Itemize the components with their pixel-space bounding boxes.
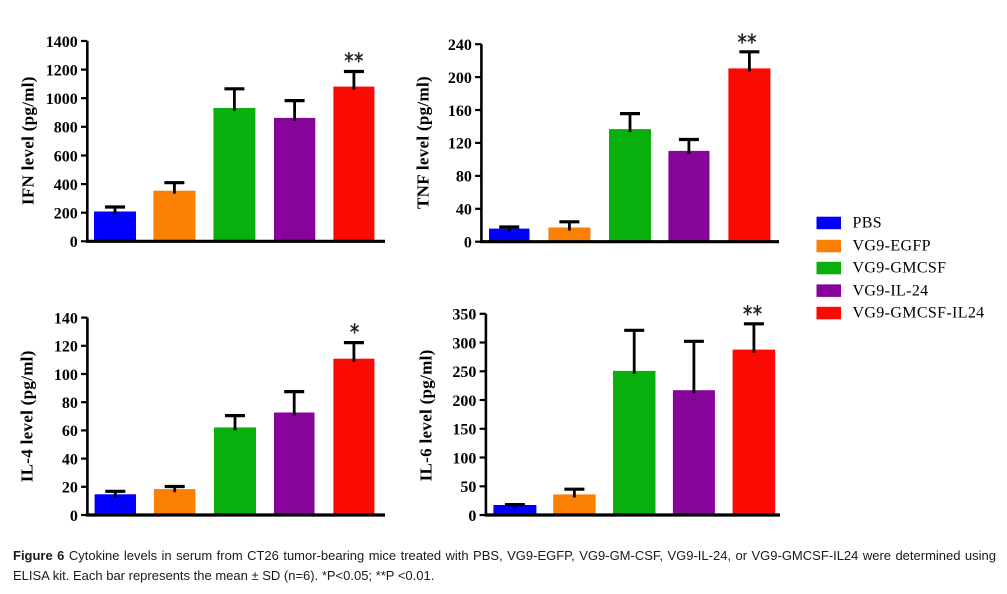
svg-text:0: 0 xyxy=(468,508,476,525)
svg-text:140: 140 xyxy=(54,310,78,327)
svg-text:VG9-IL-24: VG9-IL-24 xyxy=(853,282,929,299)
svg-text:40: 40 xyxy=(62,451,78,468)
svg-text:50: 50 xyxy=(460,479,476,496)
svg-text:150: 150 xyxy=(452,422,476,439)
svg-text:VG9-GMCSF-IL24: VG9-GMCSF-IL24 xyxy=(853,305,985,322)
svg-text:20: 20 xyxy=(62,480,78,497)
svg-text:160: 160 xyxy=(448,103,472,120)
svg-text:200: 200 xyxy=(448,70,472,87)
svg-text:120: 120 xyxy=(448,136,472,153)
svg-text:200: 200 xyxy=(54,205,78,222)
svg-text:120: 120 xyxy=(54,339,78,356)
svg-text:0: 0 xyxy=(70,508,78,525)
svg-text:1400: 1400 xyxy=(46,34,78,51)
svg-text:400: 400 xyxy=(54,177,78,194)
svg-text:600: 600 xyxy=(54,148,78,165)
svg-text:60: 60 xyxy=(62,423,78,440)
svg-text:240: 240 xyxy=(448,37,472,54)
svg-text:IFN level (pg/ml): IFN level (pg/ml) xyxy=(19,76,38,205)
svg-text:0: 0 xyxy=(464,234,472,251)
svg-text:VG9-GMCSF: VG9-GMCSF xyxy=(853,260,947,277)
svg-text:100: 100 xyxy=(452,450,476,467)
svg-text:100: 100 xyxy=(54,367,78,384)
svg-text:800: 800 xyxy=(54,120,78,137)
svg-text:IL-6 level (pg/ml): IL-6 level (pg/ml) xyxy=(416,349,435,481)
svg-text:VG9-EGFP: VG9-EGFP xyxy=(853,238,931,255)
svg-text:1200: 1200 xyxy=(46,62,78,79)
svg-text:IL-4 level (pg/ml): IL-4 level (pg/ml) xyxy=(18,350,37,482)
svg-text:40: 40 xyxy=(456,202,472,219)
svg-text:200: 200 xyxy=(452,393,476,410)
svg-text:350: 350 xyxy=(452,307,476,324)
svg-text:300: 300 xyxy=(452,335,476,352)
svg-text:250: 250 xyxy=(452,364,476,381)
svg-text:1000: 1000 xyxy=(46,91,78,108)
svg-text:80: 80 xyxy=(456,169,472,186)
svg-text:TNF level (pg/ml): TNF level (pg/ml) xyxy=(414,76,433,209)
svg-text:0: 0 xyxy=(70,234,78,251)
svg-text:80: 80 xyxy=(62,395,78,412)
svg-text:PBS: PBS xyxy=(853,214,883,231)
